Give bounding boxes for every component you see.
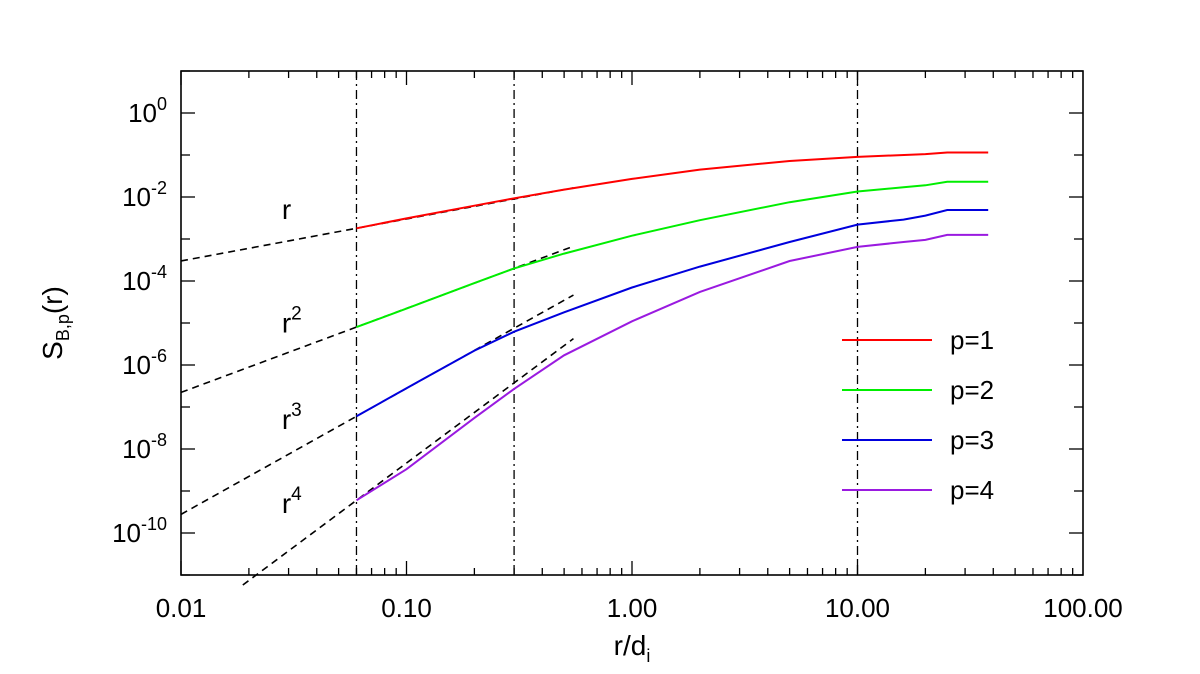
plot-elements: 0.01 0.10 1.00 10.00 100.00 100 10-2 10-4 10-6 10… [37,70,1123,666]
y-tick-label: 10-10 [112,514,167,548]
power-law-label: r4 [282,484,302,519]
series-line [355,233,989,502]
x-tick-label: 0.01 [156,593,207,623]
power-law-reference-line [180,187,574,262]
power-law-label: r2 [282,303,302,338]
power-law-label: r [282,194,291,225]
series-line [356,180,989,329]
y-axis-label: SB,p(r) [37,286,73,360]
y-tick-label: 10-4 [122,262,167,296]
x-axis-label: r/di [614,630,651,666]
legend-label: p=1 [950,325,994,355]
power-law-reference-line [180,294,574,516]
power-law-label: r3 [282,400,302,435]
plot-frame [180,70,1084,576]
legend-label: p=2 [950,375,994,405]
x-tick-label: 0.10 [381,593,432,623]
legend-label: p=3 [950,425,994,455]
x-tick-label: 100.00 [1043,593,1123,623]
x-tick-label: 1.00 [607,593,658,623]
y-tick-label: 10-6 [122,346,167,380]
y-tick-label: 10-2 [122,178,167,212]
series-line [356,209,989,418]
x-tick-label: 10.00 [825,593,890,623]
y-tick-label: 10-8 [122,430,167,464]
power-law-reference-line [242,338,574,586]
legend-label: p=4 [950,475,994,505]
series-line [356,151,989,230]
y-tick-label: 100 [128,94,167,128]
